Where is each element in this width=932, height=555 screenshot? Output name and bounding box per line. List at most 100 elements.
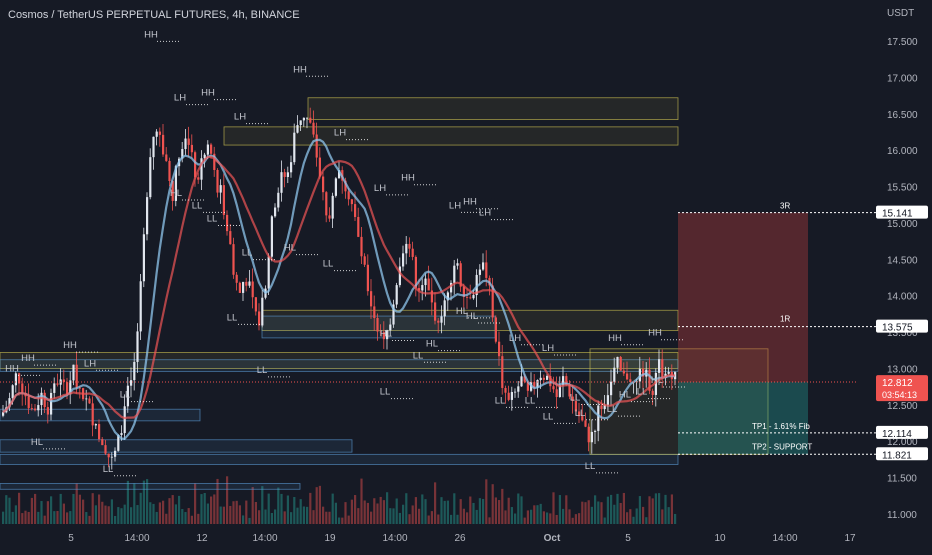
- price-tag-value: 12.812: [882, 378, 913, 389]
- swing-label: LL: [227, 312, 238, 323]
- zone-10: [0, 483, 301, 490]
- volume-bar: [53, 511, 56, 524]
- y-tick-label: 17.000: [887, 73, 918, 84]
- candle: [50, 388, 53, 421]
- label-tp1: TP1 - 1.61% Fib: [752, 422, 810, 431]
- candle-body: [475, 274, 478, 296]
- swing-label: LH: [334, 128, 346, 139]
- candle-body: [98, 424, 101, 440]
- candle: [149, 148, 152, 200]
- candle-body: [142, 234, 145, 282]
- volume-bar: [194, 483, 197, 524]
- candle-body: [430, 290, 433, 303]
- volume-bar: [443, 500, 446, 524]
- y-tick-label: 12.500: [887, 401, 918, 412]
- candle-body: [155, 131, 158, 137]
- volume-bar: [299, 499, 302, 524]
- candle-body: [322, 176, 325, 193]
- candle-body: [53, 383, 56, 393]
- candle: [299, 120, 302, 131]
- volume-bar: [648, 496, 651, 524]
- volume-bar: [120, 508, 123, 524]
- candle: [616, 356, 619, 374]
- candle: [302, 117, 305, 127]
- candle: [21, 377, 24, 406]
- candle-body: [424, 278, 427, 286]
- candle-body: [450, 282, 453, 293]
- candle: [184, 128, 187, 156]
- candle: [674, 371, 677, 386]
- candle-body: [91, 403, 94, 426]
- candle-body: [328, 215, 331, 219]
- candle-body: [206, 144, 209, 155]
- position-tool[interactable]: 3R 1R TP1 - 1.61% Fib TP2 - SUPPORT: [678, 202, 876, 455]
- candle-body: [386, 330, 389, 340]
- candle-body: [21, 383, 24, 394]
- candle-body: [501, 356, 504, 388]
- volume-bar: [206, 503, 209, 524]
- price-axis[interactable]: 17.500 17.000 16.500 16.000 15.500 15.000 14.5…: [876, 37, 928, 521]
- candle: [395, 282, 398, 309]
- candle-body: [539, 377, 542, 380]
- candle: [581, 403, 584, 422]
- volume-bar: [2, 511, 5, 524]
- candle-body: [290, 162, 293, 173]
- candle-body: [462, 286, 465, 297]
- time-axis[interactable]: 5 14:00 12 14:00 19 14:00 26 Oct 5 10 14:00 17: [68, 533, 856, 544]
- volume-bar: [651, 498, 654, 524]
- volume-bar: [427, 515, 430, 524]
- candle-body: [334, 178, 337, 196]
- volume-bar: [130, 507, 133, 524]
- candle-body: [565, 376, 568, 385]
- candle: [8, 392, 11, 412]
- candle: [152, 136, 155, 170]
- swing-label: LH: [509, 333, 521, 344]
- volume-bar: [411, 505, 414, 524]
- candle-body: [270, 216, 273, 257]
- candle: [110, 452, 113, 470]
- volume-bar: [162, 500, 165, 524]
- price-tag-bg: [876, 319, 928, 333]
- volume-bar: [184, 512, 187, 524]
- candle-body: [581, 416, 584, 421]
- swing-label: HL: [466, 311, 478, 322]
- volume-bar: [104, 505, 107, 524]
- candle-body: [194, 152, 197, 178]
- volume-bar: [171, 495, 174, 524]
- candle-body: [200, 158, 203, 180]
- candle: [507, 385, 510, 402]
- candle-body: [418, 288, 421, 291]
- volume-bar: [107, 506, 110, 524]
- volume-bar: [226, 476, 229, 524]
- volume-bar: [376, 503, 379, 524]
- candle: [130, 367, 133, 398]
- candle-body: [242, 281, 245, 293]
- candle-body: [62, 379, 65, 383]
- price-tag-value: 12.114: [882, 429, 912, 440]
- candle-body: [658, 359, 661, 373]
- y-tick-label: 14.500: [887, 255, 918, 266]
- candle-body: [555, 389, 558, 398]
- y-tick-label: 13.000: [887, 364, 918, 375]
- candle-body: [152, 136, 155, 158]
- candle-body: [56, 383, 59, 385]
- volume-bar: [395, 498, 398, 524]
- candle: [280, 160, 283, 202]
- volume-bar: [142, 480, 145, 524]
- candle-body: [603, 404, 606, 410]
- volume-bar: [72, 493, 75, 524]
- x-tick-label: 14:00: [382, 533, 407, 544]
- volume-bar: [280, 493, 283, 524]
- candle-body: [434, 302, 437, 321]
- swing-label: LL: [103, 464, 114, 475]
- price-tag-value: 11.821: [882, 450, 912, 461]
- candle-body: [360, 236, 363, 257]
- candle: [667, 367, 670, 375]
- candle: [331, 192, 334, 229]
- swing-label: LL: [570, 392, 581, 403]
- volume-bar: [405, 493, 408, 524]
- candle-body: [280, 172, 283, 193]
- candle: [587, 423, 590, 452]
